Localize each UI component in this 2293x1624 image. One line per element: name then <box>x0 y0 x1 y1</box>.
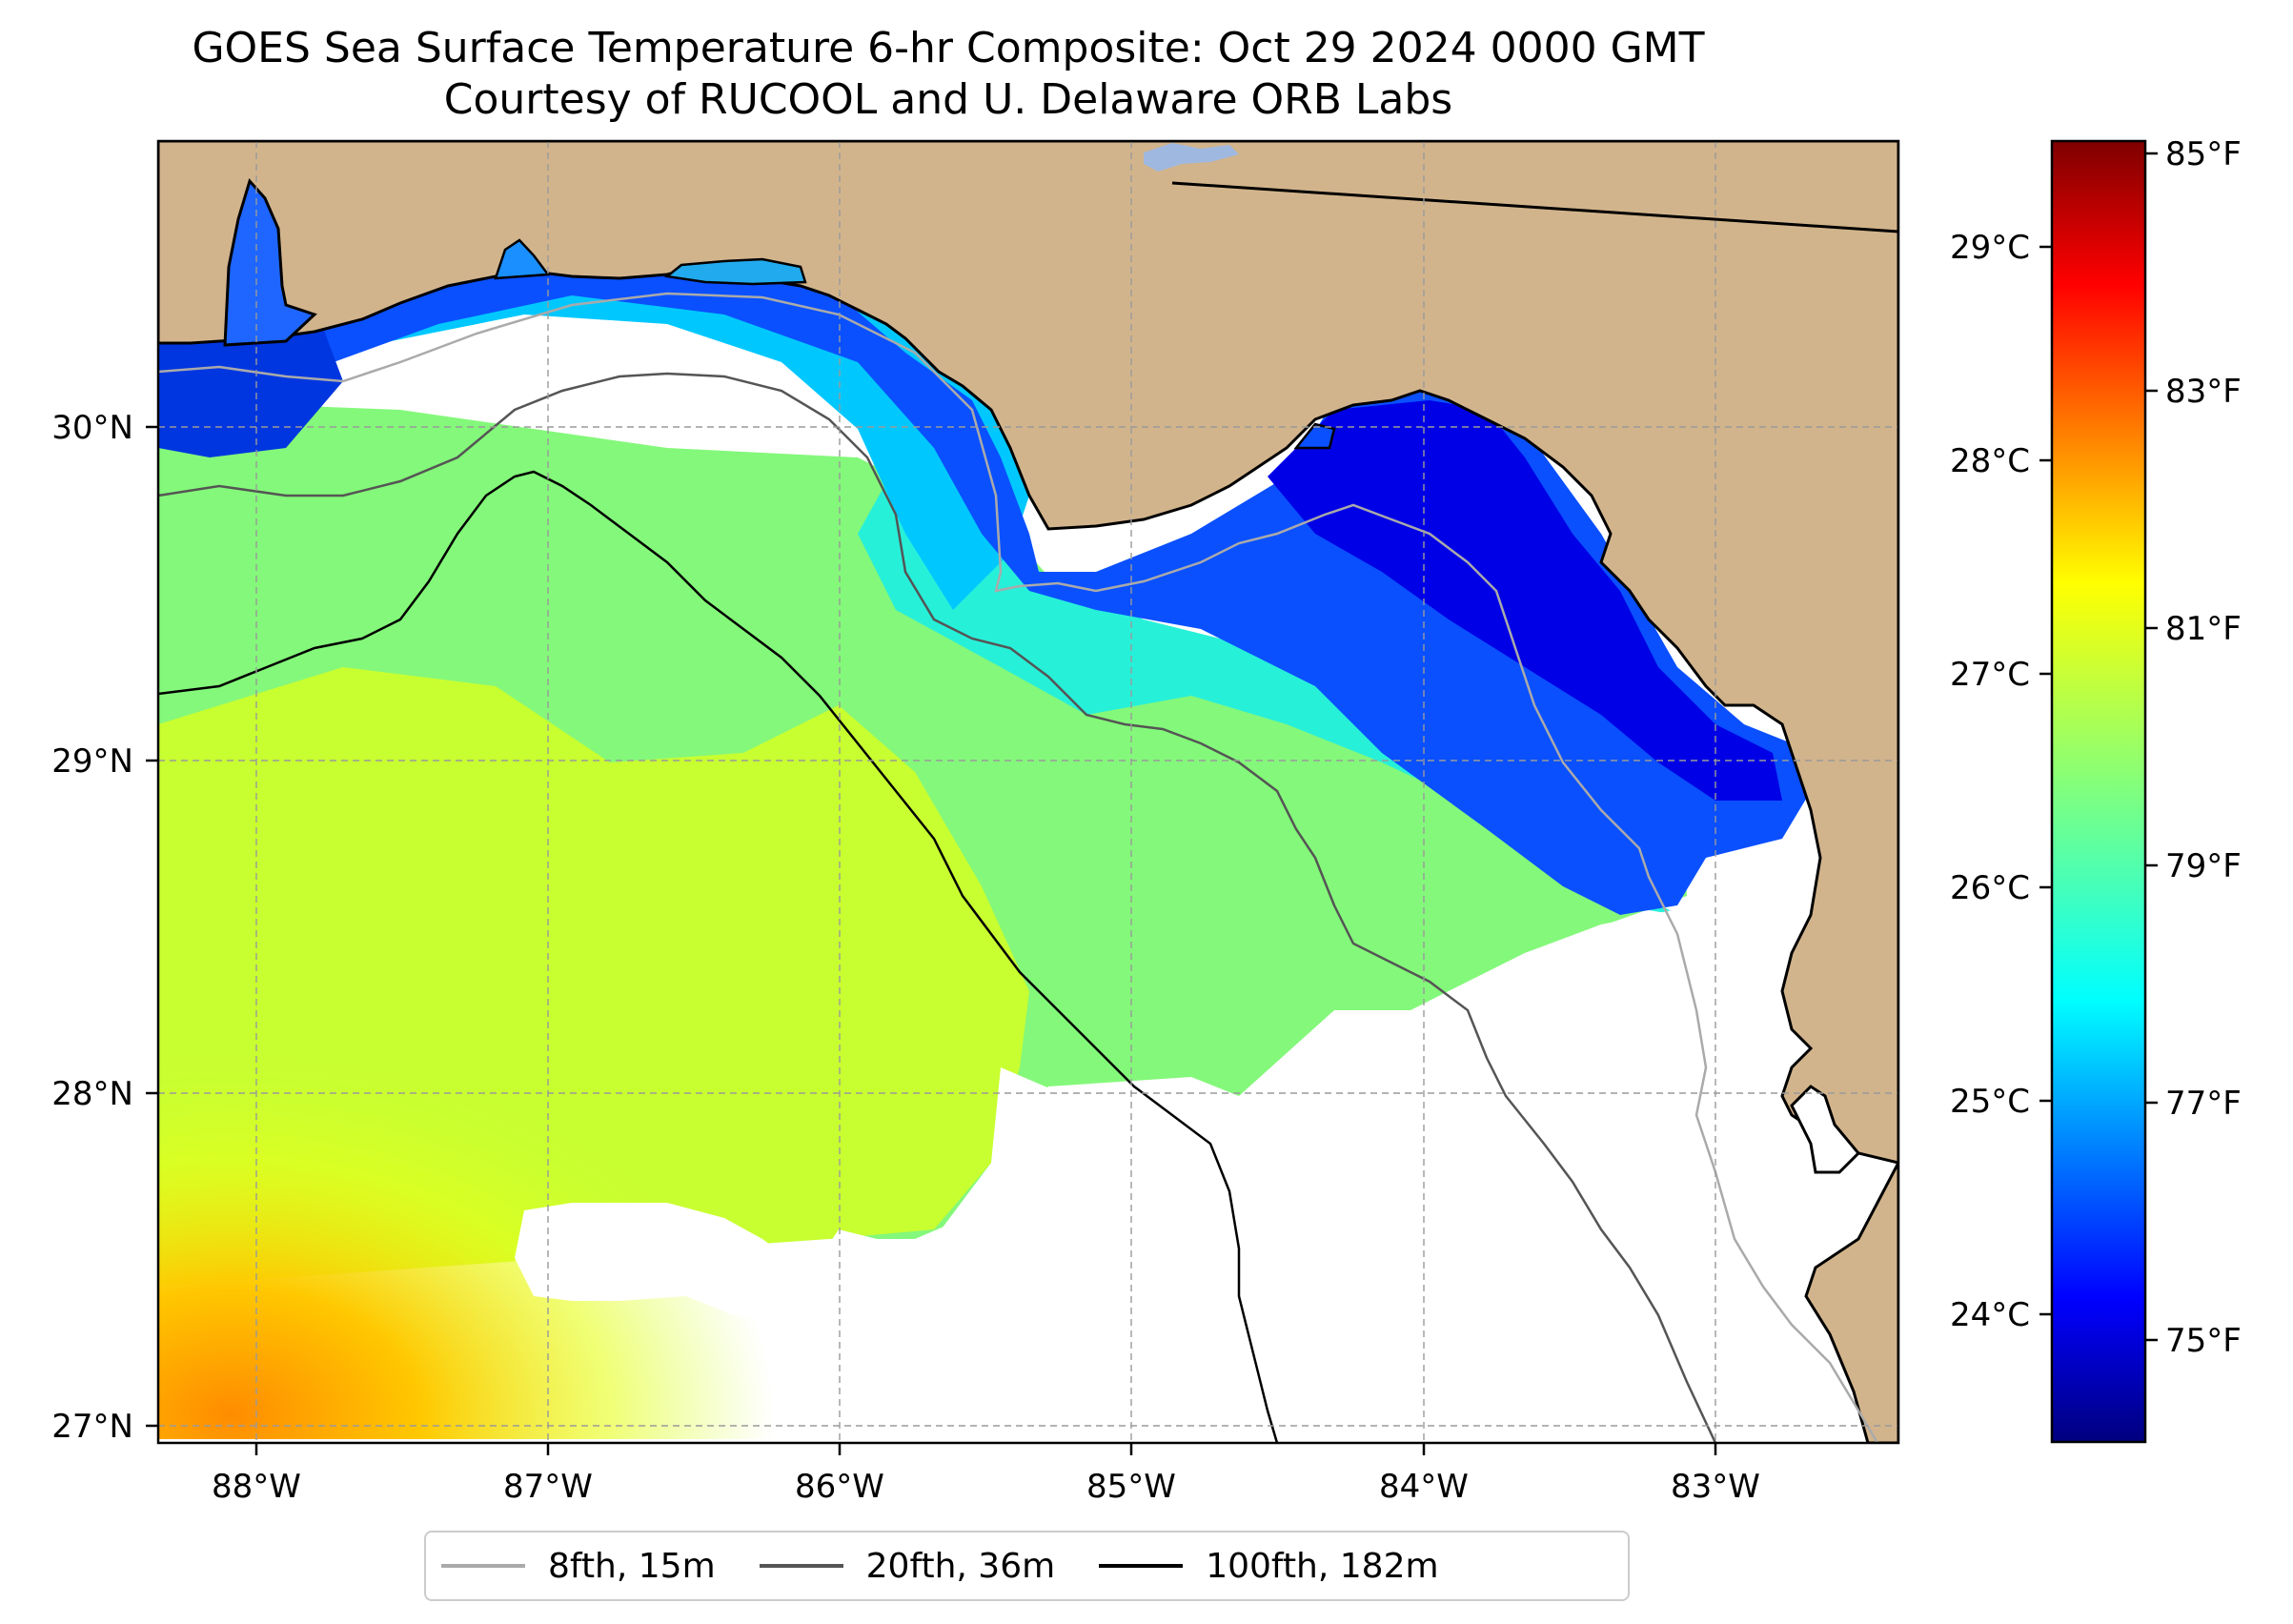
lake-marker <box>1144 143 1239 172</box>
bay-tampa <box>1790 1085 1861 1174</box>
bay-choctawhatchee <box>663 257 807 286</box>
lon-label-86w: 86°W <box>795 1468 884 1506</box>
state-border <box>1171 181 1898 233</box>
lat-label-30n: 30°N <box>51 409 133 447</box>
map-ticks <box>146 425 1717 1455</box>
fahrenheit-label-81: 81°F <box>2165 610 2242 648</box>
fahrenheit-label-79: 79°F <box>2165 847 2242 885</box>
sst-warm-southwest <box>158 953 883 1439</box>
isobath-100fth-182m <box>158 470 1279 1443</box>
fahrenheit-label-77: 77°F <box>2165 1085 2242 1123</box>
legend-item-100fth: 100fth, 182m <box>1099 1546 1439 1586</box>
legend-swatch-8fth <box>441 1564 525 1568</box>
isobath-legend: 8fth, 15m 20fth, 36m 100fth, 182m <box>424 1531 1630 1601</box>
celsius-label-29: 29°C <box>1950 229 2030 267</box>
sst-light-blue-coastal <box>158 276 1029 610</box>
map-area <box>158 141 1898 1443</box>
lon-label-88w: 88°W <box>212 1468 301 1506</box>
bay-mobile <box>223 177 317 347</box>
map-title-line-2: Courtesy of RUCOOL and U. Delaware ORB L… <box>443 75 1453 124</box>
bay-apalachee <box>1293 422 1336 450</box>
legend-label-20fth: 20fth, 36m <box>865 1546 1056 1586</box>
bay-pensacola <box>494 238 551 280</box>
sst-dark-blue-bigbend <box>1268 400 1782 801</box>
celsius-label-28: 28°C <box>1950 442 2030 480</box>
celsius-label-24: 24°C <box>1950 1296 2030 1334</box>
fahrenheit-label-83: 83°F <box>2165 373 2242 411</box>
lon-label-85w: 85°W <box>1086 1468 1176 1506</box>
legend-label-100fth: 100fth, 182m <box>1206 1546 1439 1586</box>
lat-label-28n: 28°N <box>51 1075 133 1113</box>
no-data-gap-south <box>515 1203 886 1315</box>
fahrenheit-label-85: 85°F <box>2165 135 2242 173</box>
lat-label-27n: 27°N <box>51 1408 133 1446</box>
colorbar-ticks <box>2039 152 2158 1342</box>
gridlines <box>158 141 1898 1443</box>
lon-label-83w: 83°W <box>1671 1468 1760 1506</box>
lat-label-29n: 29°N <box>51 742 133 781</box>
sst-cyan-band <box>158 286 1677 915</box>
map-title-line-1: GOES Sea Surface Temperature 6-hr Compos… <box>192 24 1705 72</box>
legend-label-8fth: 8fth, 15m <box>548 1546 716 1586</box>
no-data-region-southeast <box>801 886 1898 1443</box>
map-frame <box>156 139 1900 1445</box>
legend-item-8fth: 8fth, 15m <box>441 1547 716 1586</box>
lon-label-84w: 84°W <box>1379 1468 1469 1506</box>
isobath-20fth-36m <box>158 372 1717 1443</box>
celsius-label-26: 26°C <box>1950 869 2030 907</box>
legend-swatch-20fth <box>759 1564 843 1568</box>
legend-item-20fth: 20fth, 36m <box>759 1546 1056 1586</box>
land-mass <box>158 141 1898 1443</box>
colorbar <box>2050 139 2147 1444</box>
fahrenheit-label-75: 75°F <box>2165 1322 2242 1360</box>
legend-swatch-100fth <box>1099 1564 1184 1568</box>
isobath-8fth-15m <box>158 292 1879 1443</box>
celsius-label-25: 25°C <box>1950 1083 2030 1121</box>
lon-label-87w: 87°W <box>503 1468 593 1506</box>
celsius-label-27: 27°C <box>1950 656 2030 694</box>
